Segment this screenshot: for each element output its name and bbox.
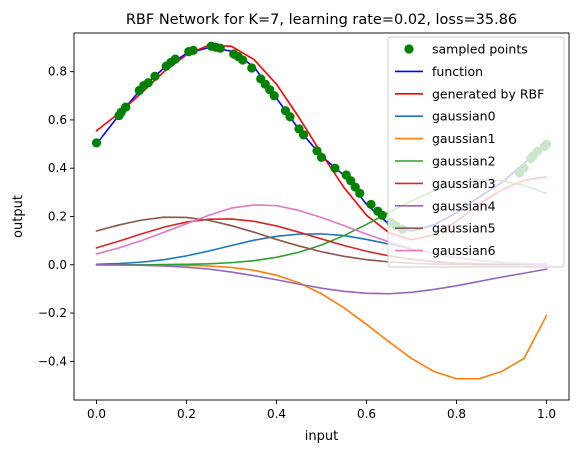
axes-layer: 0.0 0.2 0.4 0.6 0.8 1.0 −0.4 −0.2 0.0 0.2 0.4 0.6 0.… (38, 32, 570, 421)
legend-marker (404, 44, 414, 54)
x-tick-label: 0.4 (267, 407, 286, 421)
sampled-point (330, 163, 340, 173)
y-tick-label: −0.4 (38, 354, 67, 368)
x-tick-label: 1.0 (537, 407, 556, 421)
y-tick-label: 0.0 (48, 258, 67, 272)
chart-title: RBF Network for K=7, learning rate=0.02,… (126, 12, 517, 28)
sampled-point (170, 54, 180, 64)
legend: sampled points function generated by RBF ga… (387, 36, 565, 268)
legend-label: gaussian2 (432, 154, 496, 169)
legend-label: sampled points (432, 42, 528, 57)
y-tick-label: 0.2 (48, 210, 67, 224)
sampled-point (355, 188, 365, 198)
sampled-point (247, 63, 257, 73)
sampled-point (150, 71, 160, 81)
sampled-point (366, 199, 376, 210)
legend-label: gaussian3 (432, 176, 496, 191)
legend-label: function (432, 64, 483, 79)
y-axis-label: output (11, 195, 26, 238)
legend-label: gaussian0 (432, 109, 496, 124)
legend-label: gaussian5 (432, 221, 496, 236)
x-tick-label: 0.8 (447, 407, 466, 421)
legend-label: gaussian1 (432, 131, 496, 146)
x-tick-label: 0.6 (357, 407, 376, 421)
sampled-point (312, 146, 322, 156)
x-tick-label: 0.0 (87, 407, 106, 421)
y-tick-label: 0.6 (48, 113, 67, 127)
sampled-point (91, 138, 102, 148)
legend-box (387, 36, 565, 268)
sampled-point (316, 152, 327, 162)
y-tick-label: −0.2 (38, 306, 67, 320)
sampled-point (188, 45, 198, 55)
sampled-point (285, 112, 295, 122)
sampled-point (269, 91, 279, 101)
sampled-point (215, 43, 225, 53)
legend-label: gaussian6 (432, 243, 496, 258)
sampled-point (143, 78, 153, 88)
x-axis-label: input (305, 429, 338, 444)
x-tick-label: 0.2 (177, 407, 196, 421)
sampled-point (298, 130, 309, 140)
legend-label: gaussian4 (432, 198, 496, 213)
y-tick-label: 0.8 (48, 65, 67, 79)
sampled-point (377, 210, 387, 220)
y-tick-label: 0.4 (48, 161, 67, 175)
sampled-point (238, 55, 248, 65)
series-line-gaussian4 (95, 263, 548, 295)
sampled-point (121, 102, 131, 112)
legend-label: generated by RBF (432, 86, 544, 101)
